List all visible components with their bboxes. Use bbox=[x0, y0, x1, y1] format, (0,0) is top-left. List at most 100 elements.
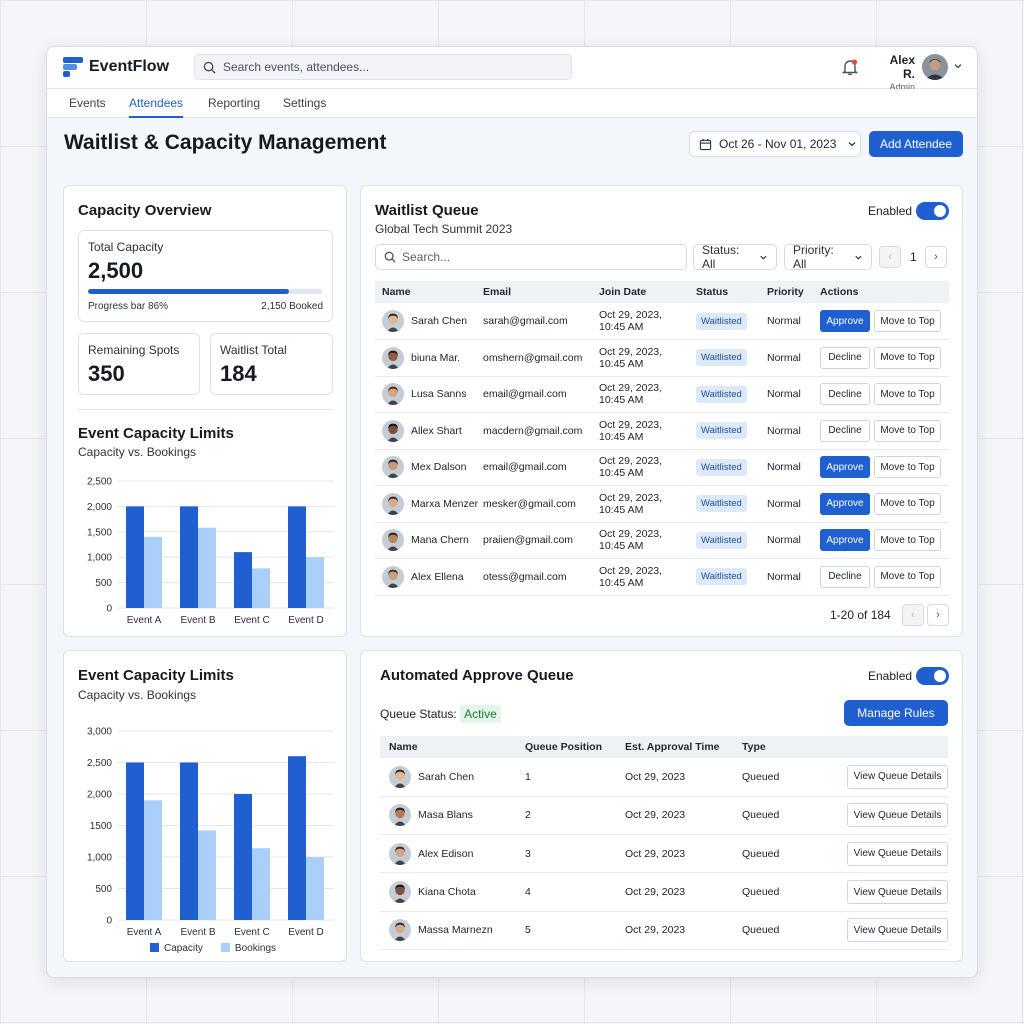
column-header[interactable]: Actions bbox=[820, 281, 949, 303]
priority: Normal bbox=[767, 449, 820, 486]
view-queue-details-button[interactable]: View Queue Details bbox=[847, 880, 948, 905]
avatar[interactable] bbox=[922, 54, 948, 80]
table-row[interactable]: Alex Edison 3 Oct 29, 2023 Queued View Queue… bbox=[380, 834, 948, 874]
y-tick-label: 1500 bbox=[90, 821, 113, 832]
nav-tabs: Events Attendees Reporting Settings bbox=[47, 89, 977, 118]
tab-attendees[interactable]: Attendees bbox=[129, 96, 184, 118]
column-header[interactable]: Type bbox=[742, 736, 830, 758]
avatar bbox=[382, 456, 404, 479]
next-page-button[interactable]: › bbox=[925, 246, 947, 268]
decline-button[interactable]: Decline bbox=[820, 383, 870, 406]
y-tick-label: 2,500 bbox=[87, 758, 112, 769]
approve-button[interactable]: Approve bbox=[820, 310, 870, 332]
bookings-bar bbox=[198, 527, 216, 608]
approve-button[interactable]: Approve bbox=[820, 456, 870, 479]
y-tick-label: 2,000 bbox=[87, 790, 112, 801]
attendee-name: Allex Shart bbox=[411, 424, 462, 437]
table-row[interactable]: Lusa Sanns email@gmail.com Oct 29, 2023, 10… bbox=[375, 376, 949, 413]
next-page-button[interactable]: › bbox=[927, 604, 949, 626]
table-row[interactable]: Kiana Chota 4 Oct 29, 2023 Queued View Queue… bbox=[380, 872, 948, 912]
table-row[interactable]: biuna Mar. omshern@gmail.com Oct 29, 2023,… bbox=[375, 339, 949, 377]
decline-button[interactable]: Decline bbox=[820, 565, 870, 588]
queue-name: Massa Marnezn bbox=[418, 924, 493, 937]
x-tick-label: Event A bbox=[127, 615, 162, 626]
top-bar: EventFlow Alex R. Admin bbox=[47, 47, 977, 92]
move-to-top-button[interactable]: Move to Top bbox=[874, 456, 941, 479]
view-queue-details-button[interactable]: View Queue Details bbox=[847, 764, 948, 789]
global-search[interactable] bbox=[194, 54, 572, 80]
join-date: Oct 29, 2023, 10:45 AM bbox=[599, 412, 696, 450]
column-header[interactable]: Name bbox=[375, 281, 483, 303]
decline-button[interactable]: Decline bbox=[820, 419, 870, 442]
capacity-bar bbox=[180, 506, 198, 608]
bookings-bar bbox=[144, 800, 162, 920]
date-range-picker[interactable]: Oct 26 - Nov 01, 2023 bbox=[689, 131, 861, 157]
table-row[interactable]: Mex Dalson email@gmail.com Oct 29, 2023, 10… bbox=[375, 449, 949, 486]
y-tick-label: 0 bbox=[106, 916, 112, 927]
notification-bell-icon[interactable] bbox=[841, 58, 859, 76]
manage-rules-button[interactable]: Manage Rules bbox=[844, 700, 948, 726]
legend-capacity: Capacity bbox=[150, 943, 203, 954]
move-to-top-button[interactable]: Move to Top bbox=[874, 492, 941, 515]
chevron-down-icon[interactable] bbox=[953, 61, 963, 71]
move-to-top-button[interactable]: Move to Top bbox=[874, 419, 941, 442]
avatar bbox=[389, 804, 411, 827]
column-header[interactable]: Priority bbox=[767, 281, 820, 303]
priority-filter[interactable]: Priority: All bbox=[784, 243, 872, 271]
column-header[interactable]: Status bbox=[696, 281, 767, 303]
column-header[interactable]: Join Date bbox=[599, 281, 696, 303]
join-date: Oct 29, 2023, 10:45 AM bbox=[599, 558, 696, 596]
column-header[interactable]: Email bbox=[483, 281, 599, 303]
waitlist-search[interactable] bbox=[375, 244, 687, 270]
x-tick-label: Event B bbox=[180, 615, 215, 626]
logo[interactable]: EventFlow bbox=[63, 57, 169, 77]
bookings-bar bbox=[144, 536, 162, 608]
approval-time: Oct 29, 2023 bbox=[625, 834, 742, 874]
tab-settings[interactable]: Settings bbox=[283, 96, 327, 110]
table-row[interactable]: Sarah Chen sarah@gmail.com Oct 29, 2023, 10… bbox=[375, 303, 949, 340]
capacity-bar bbox=[180, 762, 198, 920]
prev-page-button[interactable]: ‹ bbox=[902, 604, 924, 626]
table-row[interactable]: Masa Blans 2 Oct 29, 2023 Queued View Queue … bbox=[380, 796, 948, 836]
search-input[interactable] bbox=[223, 60, 553, 74]
table-row[interactable]: Alex Ellena otess@gmail.com Oct 29, 2023, 1… bbox=[375, 558, 949, 596]
move-to-top-button[interactable]: Move to Top bbox=[874, 529, 941, 552]
queue-name: Masa Blans bbox=[418, 809, 473, 822]
status-filter[interactable]: Status: All bbox=[693, 243, 777, 271]
approval-time: Oct 29, 2023 bbox=[625, 911, 742, 950]
auto-queue-enabled-toggle[interactable] bbox=[916, 667, 949, 685]
tab-reporting[interactable]: Reporting bbox=[208, 96, 261, 110]
approve-button[interactable]: Approve bbox=[820, 529, 870, 552]
booked-label: 2,150 Booked bbox=[261, 301, 323, 312]
column-header[interactable]: Est. Approval Time bbox=[625, 736, 742, 758]
y-tick-label: 500 bbox=[95, 884, 112, 895]
tab-events[interactable]: Events bbox=[69, 96, 106, 110]
capacity-chart-large: 0 500 1,000 1500 2,000 2,500 3,000 Event A Event… bbox=[87, 727, 334, 938]
move-to-top-button[interactable]: Move to Top bbox=[874, 346, 941, 369]
view-queue-details-button[interactable]: View Queue Details bbox=[847, 918, 948, 943]
table-row[interactable]: Massa Marnezn 5 Oct 29, 2023 Queued View Que… bbox=[380, 911, 948, 950]
waitlist-total-value: 184 bbox=[220, 361, 257, 386]
view-queue-details-button[interactable]: View Queue Details bbox=[847, 803, 948, 828]
approve-button[interactable]: Approve bbox=[820, 492, 870, 515]
table-row[interactable]: Allex Shart macdern@gmail.com Oct 29, 2023… bbox=[375, 412, 949, 450]
move-to-top-button[interactable]: Move to Top bbox=[874, 383, 941, 406]
table-row[interactable]: Marxa Menzer mesker@gmail.com Oct 29, 2023… bbox=[375, 485, 949, 523]
attendee-name: biuna Mar. bbox=[411, 351, 461, 364]
table-row[interactable]: Sarah Chen 1 Oct 29, 2023 Queued View Queue … bbox=[380, 758, 948, 797]
column-header[interactable]: Name bbox=[380, 736, 525, 758]
move-to-top-button[interactable]: Move to Top bbox=[874, 310, 941, 332]
move-to-top-button[interactable]: Move to Top bbox=[874, 565, 941, 588]
prev-page-button[interactable]: ‹ bbox=[879, 246, 901, 268]
total-capacity-value: 2,500 bbox=[88, 258, 144, 283]
waitlist-enabled-toggle[interactable] bbox=[916, 202, 949, 220]
join-date: Oct 29, 2023, 10:45 AM bbox=[599, 522, 696, 559]
table-row[interactable]: Mana Chern praiien@gmail.com Oct 29, 2023,… bbox=[375, 522, 949, 559]
decline-button[interactable]: Decline bbox=[820, 346, 870, 369]
user-info[interactable]: Alex R. Admin bbox=[875, 53, 915, 92]
add-attendee-button[interactable]: Add Attendee bbox=[869, 131, 963, 157]
capacity-bar bbox=[288, 756, 306, 920]
view-queue-details-button[interactable]: View Queue Details bbox=[847, 841, 948, 866]
waitlist-search-input[interactable] bbox=[402, 250, 662, 264]
column-header[interactable]: Queue Position bbox=[525, 736, 625, 758]
